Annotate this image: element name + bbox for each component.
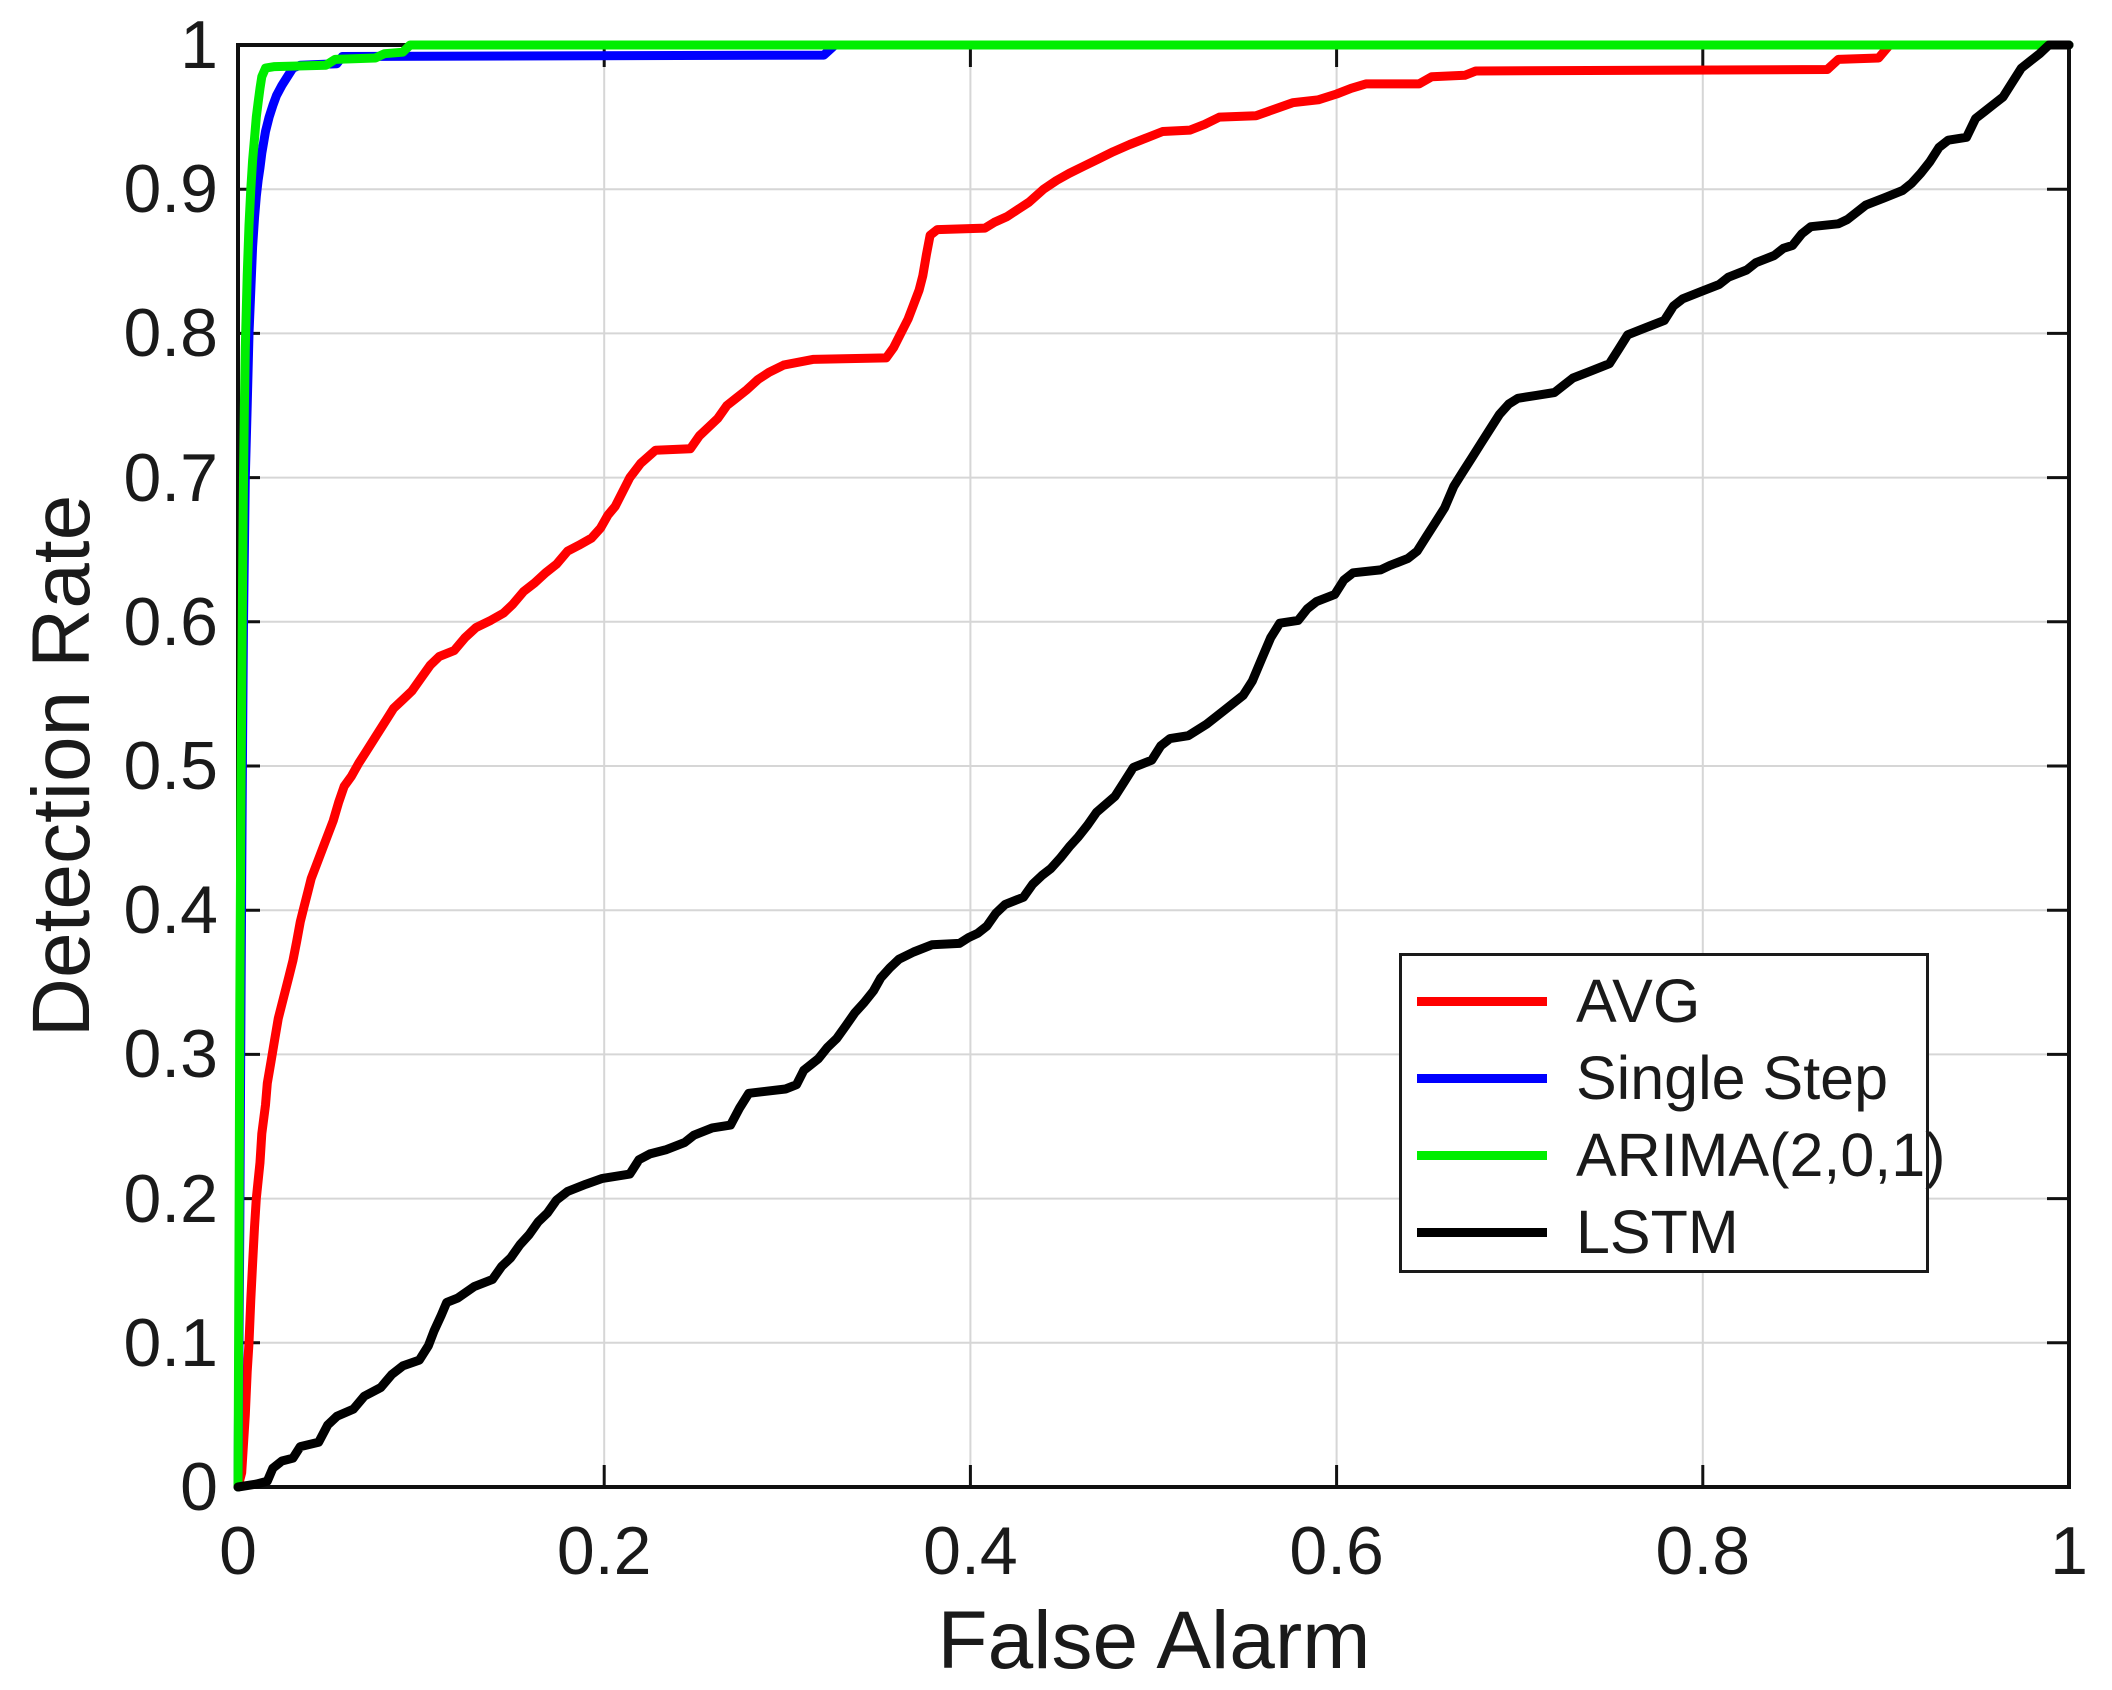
y-tick-label-0.9: 0.9 (123, 151, 218, 228)
x-tick-label-0.2: 0.2 (556, 1513, 652, 1589)
roc-curves (233, 40, 2074, 1492)
x-tick-label-0.8: 0.8 (1655, 1513, 1751, 1589)
curve-lstm (233, 40, 2074, 1492)
x-axis-title: False Alarm (937, 1595, 1371, 1686)
legend-label-avg: AVG (1576, 967, 1701, 1035)
legend-entry-lstm: LSTM (1402, 1194, 1926, 1271)
legend-line-swatch-avg (1417, 997, 1547, 1006)
legend-entry-avg: AVG (1402, 963, 1926, 1040)
legend-label-single-step: Single Step (1576, 1044, 1888, 1112)
y-tick-label-0.8: 0.8 (123, 295, 218, 372)
x-tick-label-0.6: 0.6 (1289, 1513, 1384, 1589)
legend-entry-arima-2-0-1: ARIMA(2,0,1) (1402, 1117, 1946, 1194)
y-tick-label-0.1: 0.1 (123, 1304, 218, 1381)
curve-avg (233, 40, 2074, 1492)
y-tick-label-0.4: 0.4 (123, 872, 218, 949)
legend-line-swatch-arima-2-0-1 (1417, 1151, 1547, 1160)
y-tick-label-0.3: 0.3 (123, 1016, 218, 1093)
legend-line-swatch-single-step (1417, 1074, 1547, 1083)
y-tick-label-0.7: 0.7 (123, 439, 218, 516)
y-tick-label-0.5: 0.5 (123, 728, 218, 804)
grid-lines (238, 45, 2069, 1487)
x-tick-label-0: 0 (219, 1513, 257, 1589)
curve-arima-2-0-1 (233, 40, 2074, 1492)
y-tick-label-0: 0 (180, 1449, 218, 1525)
legend-label-lstm: LSTM (1576, 1198, 1739, 1266)
legend-line-swatch-lstm (1417, 1228, 1547, 1237)
x-tick-label-1: 1 (2050, 1513, 2088, 1589)
x-tick-label-0.4: 0.4 (923, 1513, 1018, 1589)
legend-entry-single-step: Single Step (1402, 1040, 1926, 1117)
y-tick-label-0.6: 0.6 (123, 583, 218, 660)
y-axis-title: Detection Rate (16, 494, 107, 1038)
y-tick-label-0.2: 0.2 (123, 1160, 218, 1237)
y-tick-label-1: 1 (180, 7, 218, 83)
legend-label-arima-2-0-1: ARIMA(2,0,1) (1576, 1121, 1946, 1189)
legend-box: AVG Single Step ARIMA(2,0,1) LSTM (1399, 953, 1946, 1273)
